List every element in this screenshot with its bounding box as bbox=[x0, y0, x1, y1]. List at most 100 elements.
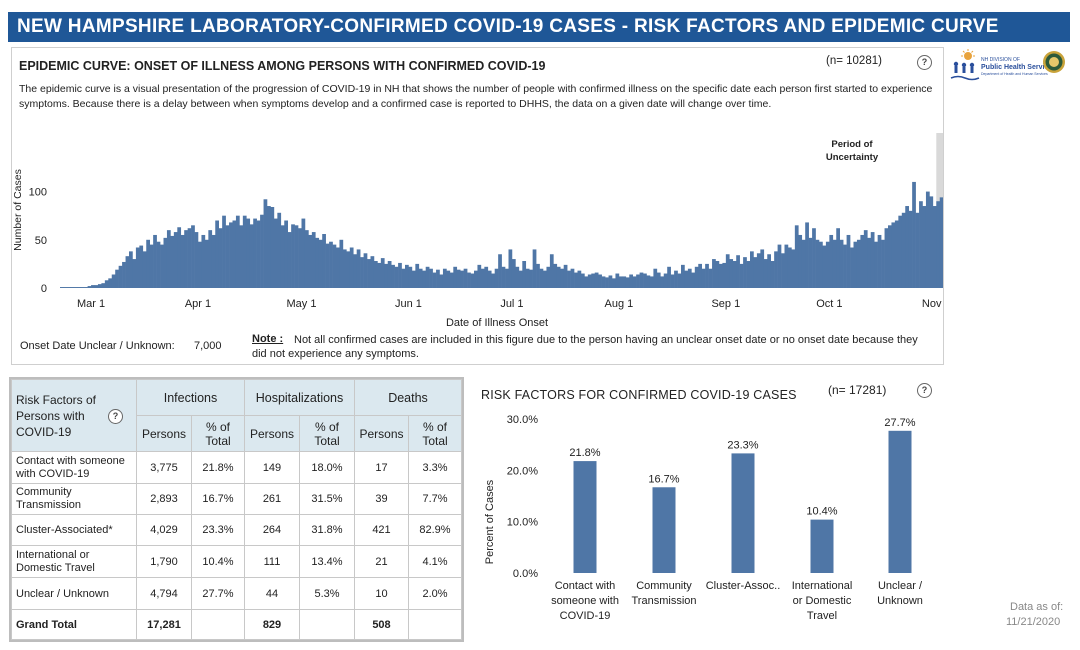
epi-bar bbox=[898, 215, 903, 288]
epi-x-tick-label: May 1 bbox=[287, 298, 317, 310]
epi-bar bbox=[408, 266, 413, 288]
epi-bar bbox=[287, 232, 292, 288]
epi-bar bbox=[625, 277, 630, 288]
table-title-cell: Risk Factors of Persons with COVID-19 ? bbox=[11, 379, 137, 452]
epi-bar bbox=[670, 274, 675, 288]
epi-bar bbox=[787, 247, 792, 288]
epi-bar bbox=[177, 227, 182, 288]
epi-description: The epidemic curve is a visual presentat… bbox=[19, 83, 933, 110]
epi-y-axis-title: Number of Cases bbox=[12, 169, 24, 251]
epi-bar bbox=[715, 261, 720, 288]
epi-bar bbox=[684, 270, 689, 288]
epi-bar bbox=[860, 234, 865, 288]
grand-total-cell: 17,281 bbox=[136, 609, 192, 640]
epi-bar bbox=[342, 249, 347, 288]
epi-bar bbox=[939, 197, 943, 288]
epi-bar bbox=[211, 234, 216, 288]
epi-x-tick-label: Mar 1 bbox=[77, 298, 105, 310]
row-label: Cluster-Associated* bbox=[11, 514, 137, 546]
epi-bar bbox=[629, 274, 633, 288]
epi-bar bbox=[784, 244, 789, 288]
epi-bar bbox=[894, 220, 899, 288]
epi-bar bbox=[722, 262, 727, 288]
epi-y-tick-label: 0 bbox=[41, 283, 47, 295]
epi-bar bbox=[591, 273, 596, 288]
risk-y-tick-label: 10.0% bbox=[507, 517, 538, 529]
sub-header-pct: % of Total bbox=[408, 415, 462, 452]
epi-bar bbox=[153, 234, 157, 288]
table-cell: 261 bbox=[244, 483, 300, 515]
epi-bar bbox=[608, 275, 613, 288]
epi-bar bbox=[888, 225, 892, 288]
epi-bar bbox=[781, 253, 785, 288]
epi-bar bbox=[170, 235, 175, 288]
epi-bar bbox=[843, 244, 847, 288]
epi-bar bbox=[277, 212, 282, 288]
epi-bar bbox=[108, 278, 113, 288]
epi-bar bbox=[84, 287, 88, 288]
epi-bar bbox=[91, 285, 95, 288]
epi-bar bbox=[222, 215, 226, 288]
epi-bar bbox=[839, 239, 844, 288]
table-title: Risk Factors of Persons with COVID-19 bbox=[16, 392, 97, 439]
epi-curve-title: EPIDEMIC CURVE: ONSET OF ILLNESS AMONG P… bbox=[19, 59, 546, 73]
epi-bar bbox=[260, 214, 264, 288]
epi-bar bbox=[729, 259, 734, 288]
nh-dphs-logo: NH DIVISION OF Public Health Services De… bbox=[948, 48, 1068, 88]
epi-bar bbox=[674, 270, 678, 288]
epi-bar bbox=[677, 273, 682, 288]
epi-x-tick-label: Jun 1 bbox=[395, 298, 422, 310]
epi-bar bbox=[194, 232, 199, 288]
epi-bar bbox=[111, 274, 116, 288]
epi-bar bbox=[135, 247, 140, 288]
epi-bar bbox=[594, 272, 599, 288]
epi-bar bbox=[618, 276, 623, 288]
epi-bar bbox=[332, 244, 337, 288]
epi-bar bbox=[356, 249, 361, 288]
risk-y-tick-label: 30.0% bbox=[507, 414, 538, 426]
epi-bar bbox=[553, 263, 558, 288]
epi-bar bbox=[480, 268, 485, 288]
epi-bar bbox=[601, 276, 606, 288]
grand-total-cell bbox=[299, 609, 355, 640]
epi-bar bbox=[901, 212, 906, 288]
epi-bar bbox=[101, 283, 106, 288]
table-help-icon[interactable]: ? bbox=[108, 409, 123, 424]
risk-data-label: 23.3% bbox=[727, 439, 758, 451]
epi-help-icon[interactable]: ? bbox=[917, 55, 932, 70]
epi-bar bbox=[229, 222, 233, 288]
table-cell: 3,775 bbox=[136, 451, 192, 484]
group-header-hospitalizations: Hospitalizations bbox=[244, 379, 355, 416]
epi-bar bbox=[798, 234, 803, 288]
epi-bar bbox=[770, 261, 775, 288]
epi-bar bbox=[346, 251, 351, 288]
epi-bar bbox=[908, 210, 913, 288]
epi-bar bbox=[529, 269, 533, 288]
epi-bar bbox=[446, 270, 451, 288]
epi-bar bbox=[249, 224, 254, 288]
epi-bar bbox=[156, 241, 161, 288]
epi-curve-chart: 0 50 100 Mar 1 Apr 1 May 1 Jun 1 Jul 1 Aug 1 Sep… bbox=[12, 133, 943, 329]
epi-bar bbox=[925, 191, 930, 288]
table-cell: 4,029 bbox=[136, 514, 192, 546]
epi-bar bbox=[225, 225, 230, 288]
epi-bar bbox=[850, 247, 854, 288]
epi-bar bbox=[919, 201, 923, 288]
epi-bar bbox=[163, 237, 168, 288]
epi-bar bbox=[263, 199, 268, 288]
risk-factor-chart-panel: RISK FACTORS FOR CONFIRMED COVID-19 CASE… bbox=[466, 375, 946, 643]
epi-bar bbox=[294, 225, 299, 288]
risk-chart-help-icon[interactable]: ? bbox=[917, 383, 932, 398]
epi-bar bbox=[712, 259, 716, 288]
row-label: Unclear / Unknown bbox=[11, 577, 137, 610]
epi-uncertainty-label-2: Uncertainty bbox=[826, 152, 879, 163]
epi-bar bbox=[794, 225, 799, 288]
epi-bar bbox=[511, 259, 516, 288]
epi-bar bbox=[891, 222, 896, 288]
table-row: Unclear / Unknown 4,794 27.7% 44 5.3% 10… bbox=[11, 577, 462, 610]
epi-bar bbox=[536, 263, 540, 288]
epi-bar bbox=[777, 244, 782, 288]
epi-bar bbox=[915, 212, 920, 288]
table-cell: 421 bbox=[354, 514, 409, 546]
note-label: Note : bbox=[252, 333, 284, 345]
